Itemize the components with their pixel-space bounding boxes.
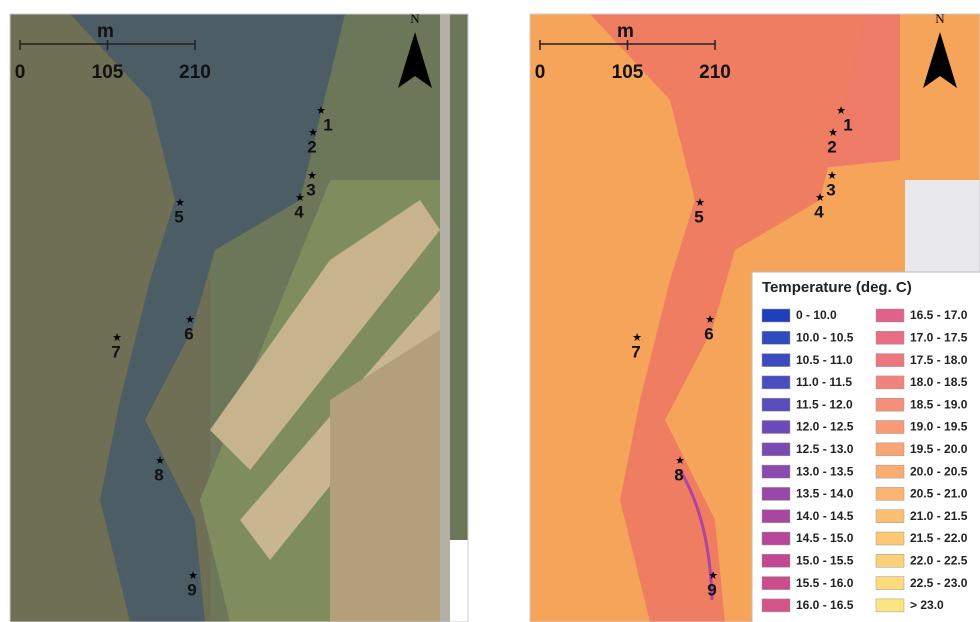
legend-swatch <box>762 599 790 612</box>
site-label: 2 <box>827 137 836 156</box>
legend-swatch <box>876 554 904 567</box>
site-label: 7 <box>111 342 120 361</box>
legend-label: 22.0 - 22.5 <box>910 553 968 567</box>
legend-swatch <box>876 465 904 478</box>
legend-swatch <box>876 532 904 545</box>
site-label: 2 <box>307 137 316 156</box>
scale-unit: m <box>617 21 634 42</box>
legend-swatch <box>762 398 790 411</box>
site-label: 4 <box>814 202 824 221</box>
map-figure: m0105210N★1★2★3★4★5★6★7★8★9m0105210N★1★2… <box>0 0 980 622</box>
site-label: 1 <box>323 115 332 134</box>
legend-swatch <box>762 443 790 456</box>
legend-label: 0 - 10.0 <box>796 308 837 322</box>
site-label: 9 <box>187 580 196 599</box>
legend-swatch <box>762 376 790 389</box>
legend-label: 18.5 - 19.0 <box>910 397 968 411</box>
legend-swatch <box>762 487 790 500</box>
legend-swatch <box>762 532 790 545</box>
legend-label: 17.5 - 18.0 <box>910 353 968 367</box>
legend-swatch <box>762 354 790 367</box>
legend-swatch <box>762 421 790 434</box>
legend-label: 11.0 - 11.5 <box>796 375 852 389</box>
scale-unit: m <box>97 21 114 42</box>
legend-label: 13.5 - 14.0 <box>796 487 854 501</box>
site-label: 1 <box>843 115 852 134</box>
site-label: 3 <box>306 180 315 199</box>
legend-swatch <box>762 510 790 523</box>
legend-label: 11.5 - 12.0 <box>796 397 853 411</box>
site-label: 4 <box>294 202 304 221</box>
legend-label: 18.0 - 18.5 <box>910 375 968 389</box>
legend-label: 14.0 - 14.5 <box>796 509 854 523</box>
legend-label: 19.5 - 20.0 <box>910 442 968 456</box>
legend-swatch <box>876 421 904 434</box>
legend-label: 17.0 - 17.5 <box>910 330 968 344</box>
legend-label: 14.5 - 15.0 <box>796 531 854 545</box>
site-label: 8 <box>154 465 163 484</box>
legend-label: 15.0 - 15.5 <box>796 553 854 567</box>
legend-label: 10.5 - 11.0 <box>796 353 853 367</box>
legend-swatch <box>876 376 904 389</box>
legend-swatch <box>876 577 904 590</box>
legend-label: 20.0 - 20.5 <box>910 464 968 478</box>
scale-label: 210 <box>179 62 211 83</box>
scale-label: 0 <box>535 62 546 83</box>
site-label: 7 <box>631 342 640 361</box>
site-label: 8 <box>674 465 683 484</box>
legend-swatch <box>762 309 790 322</box>
legend-label: 19.0 - 19.5 <box>910 420 968 434</box>
site-label: 3 <box>826 180 835 199</box>
aerial-panel <box>10 14 468 622</box>
legend-label: 12.5 - 13.0 <box>796 442 854 456</box>
north-label: N <box>410 11 420 26</box>
legend-label: 10.0 - 10.5 <box>796 330 854 344</box>
legend-label: 16.0 - 16.5 <box>796 598 854 612</box>
north-label: N <box>935 11 945 26</box>
legend-swatch <box>876 331 904 344</box>
site-label: 9 <box>707 580 716 599</box>
legend-swatch <box>876 309 904 322</box>
legend-label: 15.5 - 16.0 <box>796 576 854 590</box>
legend-swatch <box>876 398 904 411</box>
legend-label: 13.0 - 13.5 <box>796 464 854 478</box>
legend-swatch <box>876 443 904 456</box>
scale-label: 210 <box>699 62 731 83</box>
legend-swatch <box>762 465 790 478</box>
legend-swatch <box>876 354 904 367</box>
legend-swatch <box>762 331 790 344</box>
site-label: 5 <box>694 207 703 226</box>
legend-title: Temperature (deg. C) <box>762 279 912 296</box>
legend-swatch <box>876 510 904 523</box>
legend-label: 21.0 - 21.5 <box>910 509 968 523</box>
scale-label: 105 <box>612 62 644 83</box>
legend-swatch <box>876 487 904 500</box>
site-label: 5 <box>174 207 183 226</box>
legend-label: 12.0 - 12.5 <box>796 420 854 434</box>
legend-label: 20.5 - 21.0 <box>910 487 968 501</box>
scale-label: 0 <box>15 62 26 83</box>
legend-swatch <box>762 554 790 567</box>
legend-label: > 23.0 <box>910 598 944 612</box>
legend-swatch <box>762 577 790 590</box>
site-label: 6 <box>704 324 713 343</box>
legend-swatch <box>876 599 904 612</box>
site-label: 6 <box>184 324 193 343</box>
legend-label: 21.5 - 22.0 <box>910 531 968 545</box>
legend-label: 22.5 - 23.0 <box>910 576 968 590</box>
scale-label: 105 <box>92 62 124 83</box>
legend-label: 16.5 - 17.0 <box>910 308 968 322</box>
